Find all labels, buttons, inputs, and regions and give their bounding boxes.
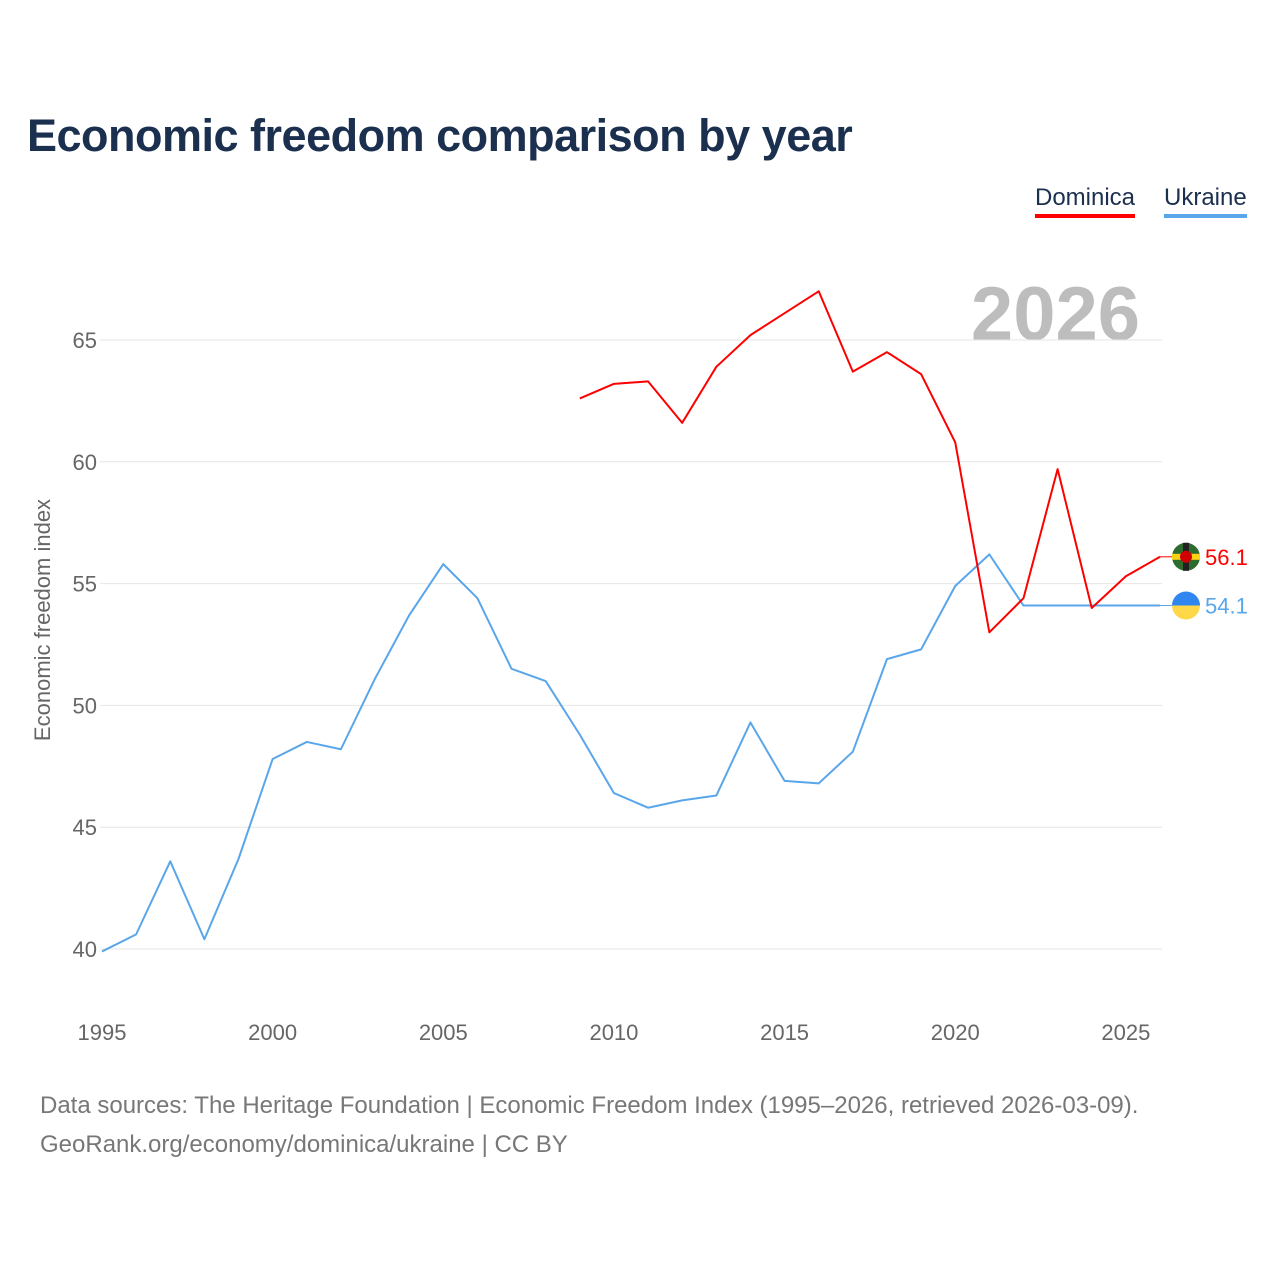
x-tick-label: 2010 bbox=[589, 1020, 638, 1045]
series-line-ukraine bbox=[101, 553, 1160, 953]
series-line-dominica bbox=[579, 290, 1161, 634]
y-tick-label: 45 bbox=[73, 815, 97, 840]
x-tick-label: 2005 bbox=[419, 1020, 468, 1045]
footer: Data sources: The Heritage Foundation | … bbox=[40, 1086, 1138, 1164]
x-tick-label: 2020 bbox=[931, 1020, 980, 1045]
y-axis-label: Economic freedom index bbox=[30, 499, 55, 741]
x-tick-label: 2015 bbox=[760, 1020, 809, 1045]
y-tick-label: 60 bbox=[73, 450, 97, 475]
x-tick-label: 2000 bbox=[248, 1020, 297, 1045]
flag-half bbox=[1172, 605, 1200, 620]
data-sources: Data sources: The Heritage Foundation | … bbox=[40, 1092, 1139, 1119]
y-tick-label: 40 bbox=[73, 937, 97, 962]
chart-title: Economic freedom comparison by year bbox=[27, 110, 853, 161]
y-tick-label: 65 bbox=[73, 328, 97, 353]
end-value-label: 54.1 bbox=[1205, 594, 1248, 619]
year-watermark: 2026 bbox=[971, 272, 1140, 357]
legend-dominica[interactable]: Dominica bbox=[1035, 184, 1136, 218]
legend-ukraine[interactable]: Ukraine bbox=[1164, 184, 1247, 218]
x-tick-label: 2025 bbox=[1101, 1020, 1150, 1045]
x-tick-label: 1995 bbox=[78, 1020, 127, 1045]
end-value-label: 56.1 bbox=[1205, 545, 1248, 570]
ukraine-flag-icon bbox=[1172, 591, 1200, 606]
y-tick-label: 55 bbox=[73, 572, 97, 597]
y-tick-label: 50 bbox=[73, 693, 97, 718]
source-link[interactable]: GeoRank.org/economy/dominica/ukraine | C… bbox=[40, 1131, 568, 1158]
flag-disc bbox=[1180, 550, 1192, 563]
